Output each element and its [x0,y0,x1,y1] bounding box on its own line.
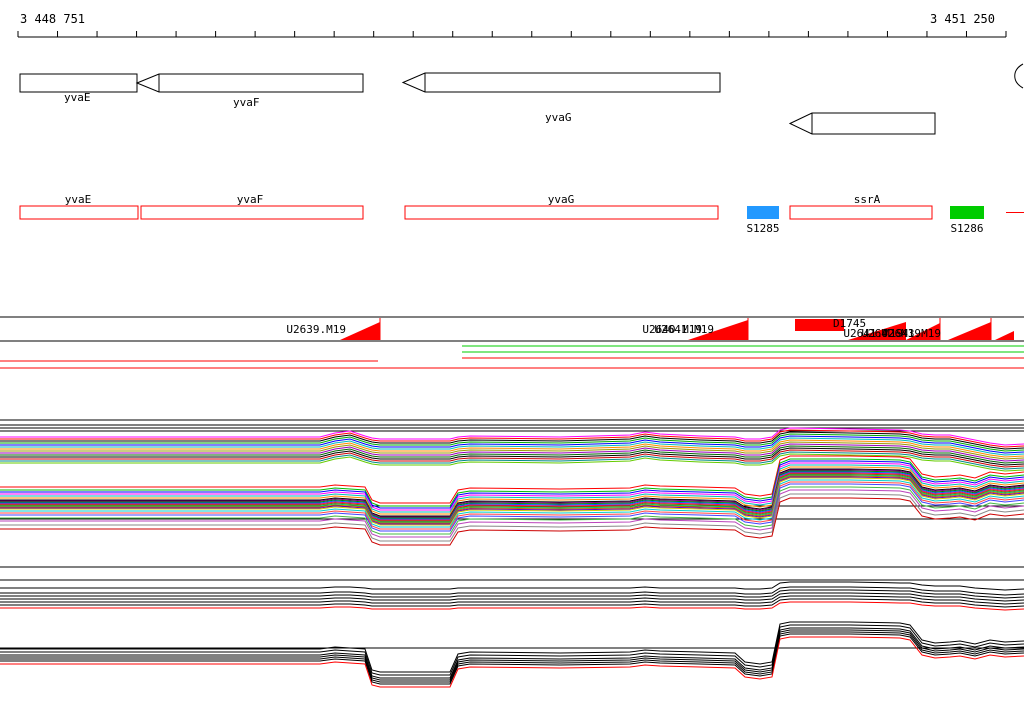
probe-ramp[interactable] [948,322,991,340]
signal-trace [0,489,1024,538]
probe-label: U2640.M19 [642,323,702,336]
signal-trace [0,466,1024,515]
signal-trace [0,598,1024,608]
probe-ramp[interactable] [688,320,748,340]
probe-ramp[interactable] [340,322,380,340]
signal-trace [0,633,1024,685]
probe-label: U2639.M19 [286,323,346,336]
region-yvaG[interactable] [404,205,719,220]
signal-trace [0,435,1024,454]
signal-trace [0,581,1024,591]
signal-trace [0,473,1024,522]
gene-arrow-unlabeled[interactable] [788,112,936,135]
signal-trace [0,445,1024,464]
signal-trace [0,441,1024,460]
region-ssrA[interactable] [789,205,933,220]
signal-trace [0,429,1024,448]
gene-label-yvaG: yvaG [545,111,572,124]
signal-trace [0,460,1024,509]
signal-trace [0,595,1024,605]
signal-trace [0,627,1024,679]
probe-ramp[interactable] [995,331,1014,340]
region-label-S1286: S1286 [950,222,983,235]
probe-label: D1745 [833,317,866,330]
region-label-yvaG: yvaG [548,193,575,206]
signal-trace [0,497,1024,546]
probe-block[interactable] [795,319,844,331]
region-S1286[interactable] [950,206,984,219]
signal-trace [0,477,1024,526]
signal-trace [0,493,1024,542]
probe-ramp[interactable] [906,323,940,340]
signal-trace [0,469,1024,518]
signal-trace [0,443,1024,462]
clipped-feature-arc [1014,63,1024,89]
region-label-yvaF: yvaF [237,193,264,206]
signal-trace [0,621,1024,673]
signal-trace [0,481,1024,530]
region-label-S1285: S1285 [746,222,779,235]
region-yvaF[interactable] [140,205,364,220]
signal-trace [0,589,1024,599]
signal-trace [0,427,1024,446]
signal-trace [0,453,1024,472]
region-S1285[interactable] [747,206,779,219]
probe-label: U2642.M19 [861,327,921,340]
signal-trace [0,624,1024,676]
gene-label-yvaF: yvaF [233,96,260,109]
probe-label: U2641.M19 [843,327,903,340]
signal-trace [0,629,1024,681]
gene-arrow-yvaG[interactable] [401,72,721,93]
signal-trace [0,464,1024,513]
signal-trace [0,474,1024,523]
signal-trace [0,431,1024,450]
probe-label: U2643.M19 [881,327,941,340]
region-label-ssrA: ssrA [854,193,881,206]
signal-trace [0,437,1024,456]
signal-trace [0,475,1024,524]
ruler-end-coordinate: 3 451 250 [929,12,995,26]
signal-trace [0,468,1024,517]
region-label-yvaE: yvaE [65,193,92,206]
signal-trace [0,601,1024,611]
signal-trace [0,455,1024,504]
signal-trace [0,472,1024,521]
signal-trace [0,483,1024,532]
signal-trace [0,462,1024,511]
ruler-start-coordinate: 3 448 751 [20,12,86,26]
signal-trace [0,447,1024,466]
signal-trace [0,433,1024,452]
signal-trace [0,631,1024,683]
signal-trace [0,470,1024,519]
signal-trace [0,449,1024,468]
gene-label-yvaE: yvaE [64,91,91,104]
signal-trace [0,471,1024,520]
signal-trace [0,476,1024,525]
gene-arrow-yvaF[interactable] [135,73,364,93]
signal-trace [0,586,1024,596]
signal-trace [0,451,1024,470]
signal-trace [0,479,1024,528]
signal-trace [0,592,1024,602]
signal-trace [0,439,1024,458]
gene-arrow-yvaE[interactable] [19,73,138,93]
probe-ramp[interactable] [848,322,906,340]
signal-trace [0,636,1024,688]
probe-label: U2641.M19 [654,323,714,336]
region-yvaE[interactable] [19,205,139,220]
signal-trace [0,458,1024,507]
signal-trace [0,486,1024,535]
